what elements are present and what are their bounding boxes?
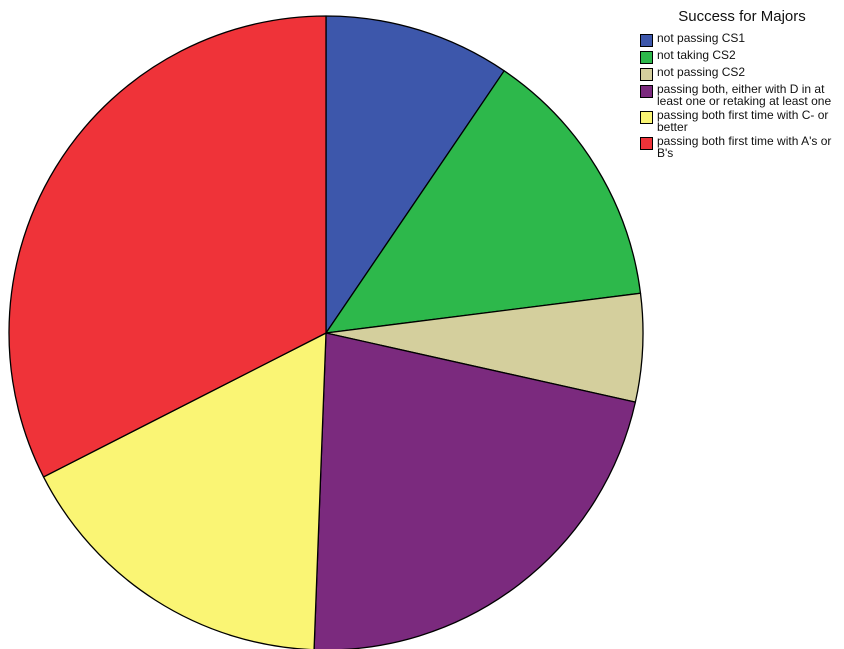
legend-swatch (640, 85, 653, 98)
legend-item: not passing CS1 (640, 32, 840, 47)
legend-label: passing both, either with D in at least … (657, 82, 832, 108)
legend-label: not passing CS1 (657, 31, 746, 45)
legend: Success for Majors not passing CS1 not t… (640, 8, 840, 161)
chart-title: Success for Majors (678, 8, 806, 25)
legend-swatch (640, 111, 653, 124)
legend-label: not taking CS2 (657, 48, 736, 62)
legend-swatch (640, 34, 653, 47)
legend-item: not passing CS2 (640, 66, 840, 81)
pie-slice (8, 15, 327, 478)
legend-item: passing both first time with C- or bette… (640, 109, 840, 133)
legend-label: passing both first time with C- or bette… (657, 108, 829, 134)
legend-swatch (640, 137, 653, 150)
pie-slice (325, 70, 642, 334)
legend-swatch (640, 68, 653, 81)
legend-item: passing both first time with A's or B's (640, 135, 840, 159)
pie-slice (42, 332, 327, 649)
pie-slice (313, 332, 637, 649)
legend-label: passing both first time with A's or B's (657, 134, 832, 160)
legend-label: not passing CS2 (657, 65, 746, 79)
legend-swatch (640, 51, 653, 64)
legend-item: not taking CS2 (640, 49, 840, 64)
pie-slice (325, 15, 505, 334)
legend-item: passing both, either with D in at least … (640, 83, 840, 107)
